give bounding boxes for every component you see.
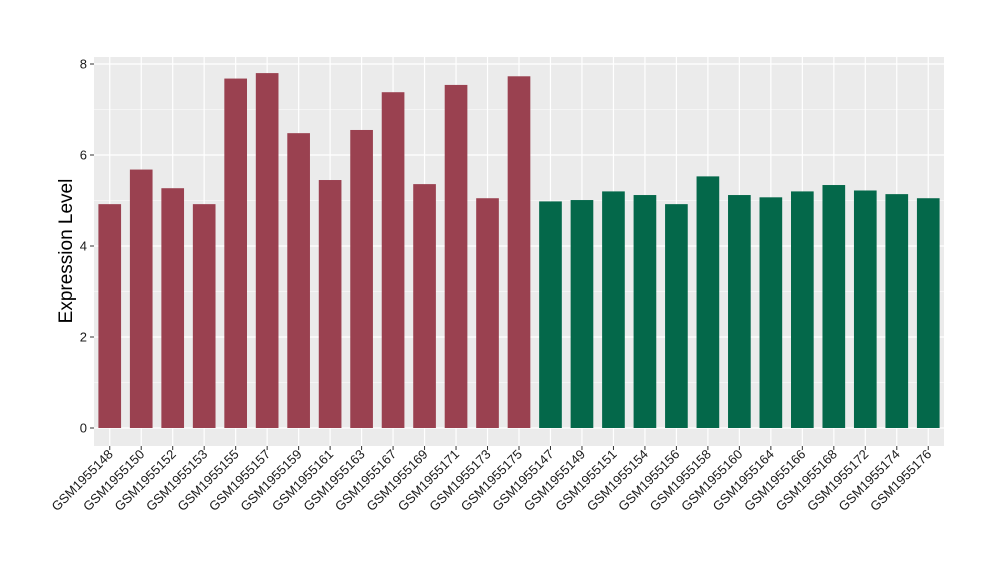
bar-GSM1955157 — [255, 73, 279, 428]
y-axis-title: Expression Level — [56, 179, 77, 324]
bar-GSM1955173 — [476, 198, 499, 428]
bar-GSM1955166 — [791, 191, 814, 428]
bar-GSM1955171 — [444, 84, 468, 429]
bar-GSM1955155 — [224, 78, 247, 428]
bar-GSM1955176 — [916, 198, 940, 428]
bar-GSM1955156 — [665, 204, 688, 428]
bars — [98, 73, 940, 429]
bar-GSM1955150 — [129, 169, 153, 428]
bar-GSM1955164 — [759, 197, 783, 428]
y-axis: 0 2 4 6 8 — [80, 57, 94, 436]
bar-GSM1955174 — [885, 194, 909, 428]
x-axis: GSM1955148GSM1955150GSM1955152GSM1955153… — [49, 446, 934, 514]
bar-GSM1955148 — [98, 204, 122, 428]
bar-GSM1955175 — [507, 76, 531, 428]
y-tick-label: 6 — [80, 148, 87, 163]
bar-GSM1955159 — [287, 133, 310, 428]
bar-GSM1955158 — [696, 176, 720, 428]
bar-GSM1955147 — [539, 201, 562, 428]
y-tick-label: 8 — [80, 57, 87, 72]
bar-GSM1955154 — [633, 195, 657, 428]
y-tick-label: 4 — [80, 239, 87, 254]
bar-GSM1955169 — [413, 184, 436, 428]
y-tick-label: 2 — [80, 330, 87, 345]
bar-GSM1955161 — [318, 180, 342, 428]
bar-GSM1955152 — [161, 188, 185, 428]
y-tick-label: 0 — [80, 421, 87, 436]
bar-GSM1955167 — [381, 92, 405, 429]
bar-GSM1955168 — [822, 185, 846, 428]
bar-GSM1955149 — [570, 200, 594, 428]
bar-GSM1955163 — [350, 129, 373, 428]
bar-GSM1955153 — [192, 204, 216, 428]
bar-GSM1955160 — [728, 195, 751, 428]
bar-GSM1955172 — [853, 190, 877, 428]
bar-GSM1955151 — [602, 191, 625, 428]
